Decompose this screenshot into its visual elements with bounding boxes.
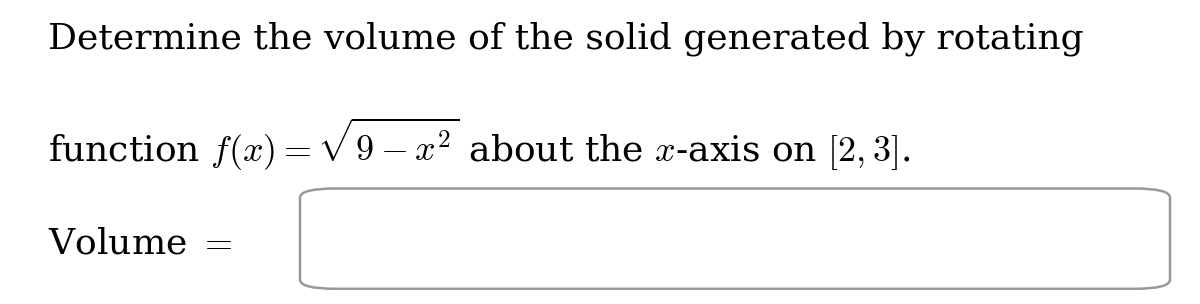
FancyBboxPatch shape (300, 188, 1170, 289)
Text: Determine the volume of the solid generated by rotating: Determine the volume of the solid genera… (48, 21, 1084, 56)
Text: function $f(x) = \sqrt{9 - x^2}$ about the $x$-axis on $[2,3]$.: function $f(x) = \sqrt{9 - x^2}$ about t… (48, 116, 910, 173)
Text: Volume $=$: Volume $=$ (48, 226, 233, 260)
